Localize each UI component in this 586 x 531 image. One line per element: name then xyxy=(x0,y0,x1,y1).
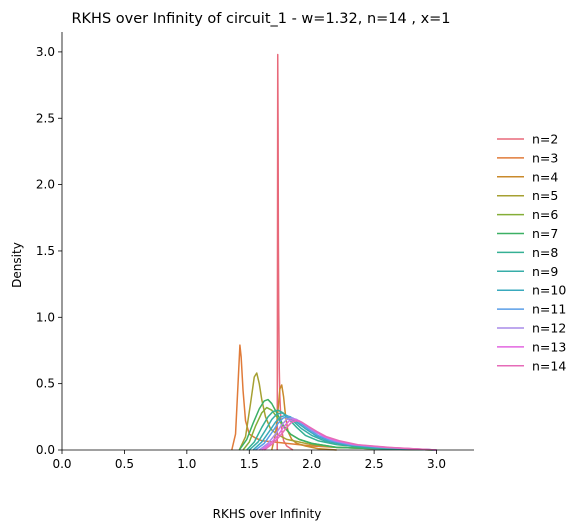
legend-label-n=3: n=3 xyxy=(532,150,558,165)
legend-label-n=7: n=7 xyxy=(532,226,558,241)
y-tick-label: 1.0 xyxy=(36,310,55,324)
series-line-n=2 xyxy=(276,53,294,451)
legend-label-n=12: n=12 xyxy=(532,321,566,336)
series-line-n=14 xyxy=(263,420,437,451)
y-tick-label: 0.0 xyxy=(36,443,55,457)
legend-label-n=6: n=6 xyxy=(532,207,558,222)
legend-label-n=8: n=8 xyxy=(532,245,558,260)
series-line-n=5 xyxy=(238,372,437,451)
legend-label-n=9: n=9 xyxy=(532,264,558,279)
legend-label-n=4: n=4 xyxy=(532,169,558,184)
legend-label-n=10: n=10 xyxy=(532,283,566,298)
y-tick-label: 2.5 xyxy=(36,111,55,125)
x-tick-label: 1.5 xyxy=(240,457,259,471)
plot-lines xyxy=(231,53,437,451)
axes: 0.0 0.5 1.0 1.5 2.0 2.5 3.0 0.0 0.5 1.0 1.5 2.0 2.5 3… xyxy=(36,32,474,471)
y-axis-label: Density xyxy=(10,242,24,288)
x-tick-label: 2.5 xyxy=(365,457,384,471)
series-line-n=7 xyxy=(238,398,437,451)
y-tick-label: 2.0 xyxy=(36,178,55,192)
y-tick-label: 1.5 xyxy=(36,244,55,258)
legend-label-n=2: n=2 xyxy=(532,132,558,147)
legend-label-n=5: n=5 xyxy=(532,188,558,203)
x-tick-label: 0.0 xyxy=(52,457,71,471)
x-tick-label: 2.0 xyxy=(302,457,321,471)
y-tick-label: 3.0 xyxy=(36,45,55,59)
legend: n=2 n=3 n=4 n=5 n=6 n=7 n=8 n=9 n=10 n=11 n=12 n=13… xyxy=(497,132,566,373)
x-tick-label: 0.5 xyxy=(115,457,134,471)
y-tick-label: 0.5 xyxy=(36,377,55,391)
x-axis-label: RKHS over Infinity xyxy=(213,507,322,521)
legend-label-n=14: n=14 xyxy=(532,358,566,373)
chart-title: RKHS over Infinity of circuit_1 - w=1.32… xyxy=(71,11,450,27)
x-tick-label: 3.0 xyxy=(427,457,446,471)
legend-label-n=11: n=11 xyxy=(532,302,566,317)
x-tick-label: 1.0 xyxy=(177,457,196,471)
legend-label-n=13: n=13 xyxy=(532,339,566,354)
